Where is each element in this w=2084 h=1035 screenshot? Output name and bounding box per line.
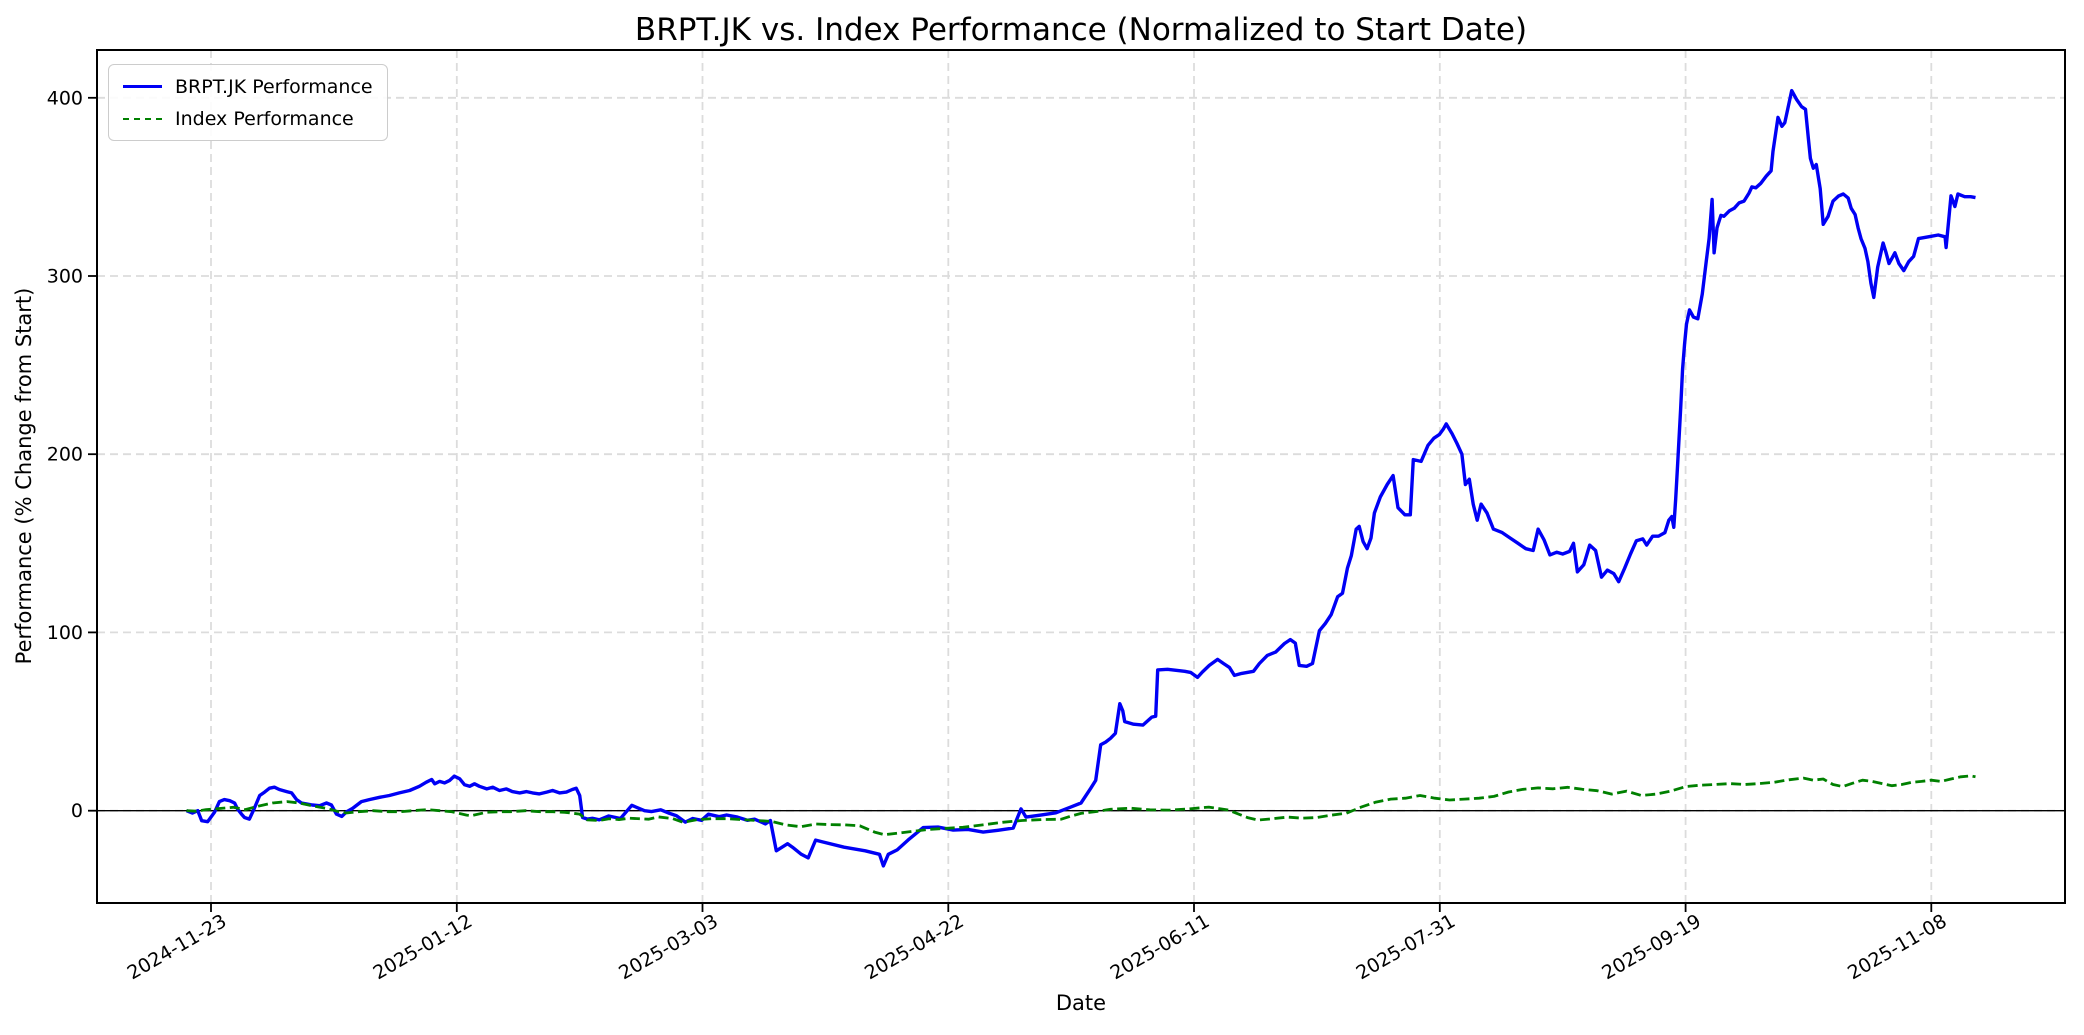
series-line-brpt xyxy=(185,88,1976,868)
legend: BRPT.JK Performance Index Performance xyxy=(108,64,388,141)
legend-line-sample-index-icon xyxy=(123,117,162,120)
legend-item-brpt: BRPT.JK Performance xyxy=(123,74,373,99)
x-tick-label: 2025-01-12 xyxy=(369,910,476,984)
plot-border xyxy=(96,49,2066,904)
y-tick-label: 200 xyxy=(47,444,83,466)
x-tick-label: 2025-04-22 xyxy=(861,910,968,984)
chart-title: BRPT.JK vs. Index Performance (Normalize… xyxy=(634,12,1528,48)
x-axis-label: Date xyxy=(1055,991,1107,1015)
x-tick-label: 2025-03-03 xyxy=(615,910,722,984)
series-line-index xyxy=(186,774,1976,837)
x-tick-label-group: 2024-11-23 xyxy=(124,910,231,984)
x-tick-label: 2025-07-31 xyxy=(1352,910,1459,984)
x-tick-label: 2025-11-08 xyxy=(1844,910,1951,984)
y-tick-label: 100 xyxy=(47,622,83,644)
x-tick-label-group: 2025-06-11 xyxy=(1107,910,1214,984)
x-tick-label-group: 2025-01-12 xyxy=(369,910,476,984)
x-tick-label: 2024-11-23 xyxy=(124,910,231,984)
x-tick-label: 2025-09-19 xyxy=(1598,910,1705,984)
y-tick-label: 0 xyxy=(71,800,83,822)
y-tick-label: 400 xyxy=(47,87,83,109)
y-tick-label: 300 xyxy=(47,266,83,288)
legend-line-sample-brpt-icon xyxy=(123,85,162,88)
x-tick-label: 2025-06-11 xyxy=(1107,910,1214,984)
x-tick-label-group: 2025-11-08 xyxy=(1844,910,1951,984)
x-tick-label-group: 2025-07-31 xyxy=(1352,910,1459,984)
legend-label-index: Index Performance xyxy=(175,107,354,130)
legend-label-brpt: BRPT.JK Performance xyxy=(175,75,373,98)
legend-item-index: Index Performance xyxy=(123,106,373,131)
x-tick-label-group: 2025-04-22 xyxy=(861,910,968,984)
x-tick-label-group: 2025-09-19 xyxy=(1598,910,1705,984)
x-tick-label-group: 2025-03-03 xyxy=(615,910,722,984)
